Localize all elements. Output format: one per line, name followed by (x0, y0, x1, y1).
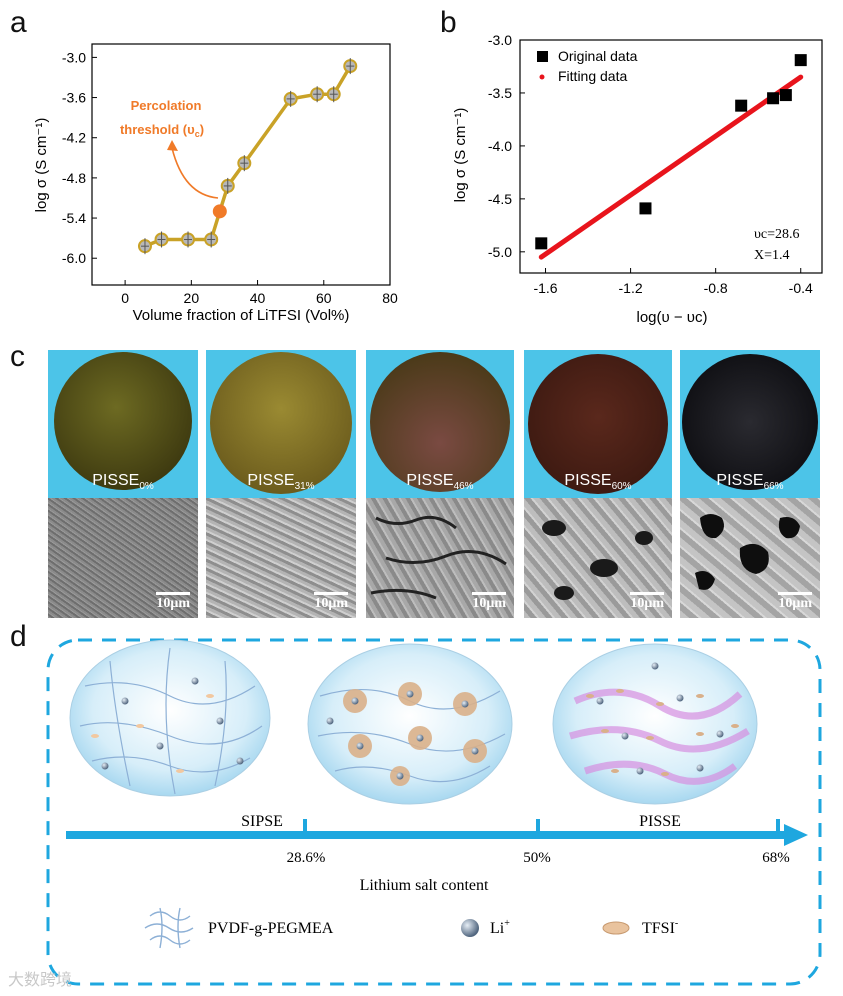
photo-pisse-60: PISSE60% (524, 350, 672, 498)
tick-label-68: 68% (762, 850, 790, 866)
chart-b-data-point (794, 54, 807, 67)
chart-b-ytick-label: -4.5 (488, 191, 512, 207)
chart-b-fit-line (538, 74, 804, 260)
legend-tfsi-label: TFSI- (642, 918, 678, 937)
sem-image-0: 10μm (48, 498, 198, 618)
sem-row: 10μm 10μm 10μm 10μm 10μm (48, 498, 820, 618)
membrane-disc (528, 354, 668, 494)
photo-pisse-66: PISSE66% (680, 350, 820, 498)
sem-image-66: 10μm (680, 498, 820, 618)
legend-original-marker (537, 51, 548, 62)
scale-bar: 10μm (314, 592, 348, 612)
legend-polymer-label: PVDF-g-PEGMEA (208, 920, 334, 937)
li-ion-icon (461, 919, 479, 937)
ellipse-transition (307, 643, 513, 805)
chart-b-data-point (767, 92, 780, 105)
legend-li-label: Li+ (490, 918, 510, 937)
panel-letter-b: b (440, 6, 457, 39)
photo-label: PISSE60% (564, 471, 632, 492)
chart-a-xtick-label: 0 (121, 290, 129, 306)
chart-b-ytick-label: -5.0 (488, 244, 512, 260)
chart-b-ylabel: log σ (S cm⁻¹) (452, 108, 469, 203)
scale-bar: 10μm (156, 592, 190, 612)
legend-fitting-label: Fitting data (558, 68, 627, 84)
photo-label: PISSE66% (716, 471, 784, 492)
tick-68 (776, 819, 780, 833)
chart-a-threshold-point (212, 204, 227, 219)
scale-bar: 10μm (630, 592, 664, 612)
photo-row: PISSE0% PISSE31% PISSE46% PISSE60% PISSE… (48, 350, 820, 498)
sem-image-31: 10μm (206, 498, 356, 618)
photo-label: PISSE46% (406, 471, 474, 492)
photo-pisse-0: PISSE0% (48, 350, 198, 498)
chart-a-ylabel: log σ (S cm⁻¹) (33, 118, 50, 213)
membrane-disc (682, 354, 818, 490)
sem-image-60: 10μm (524, 498, 672, 618)
chart-a-xtick-label: 20 (184, 290, 200, 306)
chart-b-xlabel: log(υ − υc) (636, 309, 707, 326)
chart-a-ytick-label: -3.0 (62, 49, 86, 65)
legend-original-label: Original data (558, 48, 638, 64)
chart-a-ytick-label: -6.0 (62, 250, 86, 266)
chart-a-xlabel: Volume fraction of LiTFSI (Vol%) (133, 307, 350, 324)
scheme-border (46, 638, 822, 986)
chart-b-xtick-label: -0.4 (789, 280, 813, 296)
watermark: 大数跨境 (8, 972, 73, 989)
chart-a-percolation: -3.0 -3.6 -4.2 -4.8 -5.4 -6.0 0 20 40 60 80 Volum… (33, 43, 398, 324)
content-axis (66, 831, 786, 839)
chart-b-xtick-label: -1.2 (619, 280, 643, 296)
chart-a-annotation-1: Percolation (131, 98, 202, 113)
chart-b-data-point (779, 89, 792, 102)
polymer-icon (144, 907, 194, 949)
chart-b-data-point (535, 237, 548, 250)
chart-b-note-vc: υc=28.6 (754, 227, 800, 242)
axis-label-pisse: PISSE (639, 813, 681, 830)
chart-b-ytick-label: -3.5 (488, 85, 512, 101)
scale-bar: 10μm (472, 592, 506, 612)
chart-a-xtick-label: 40 (250, 290, 266, 306)
chart-b-ytick-label: -3.0 (488, 32, 512, 48)
chart-b-fitting: -3.0 -3.5 -4.0 -4.5 -5.0 -1.6 -1.2 -0.8 -0.4 Or… (452, 32, 823, 326)
panel-letter-a: a (10, 6, 27, 39)
axis-title: Lithium salt content (360, 877, 489, 894)
chart-a-ytick-label: -3.6 (62, 90, 86, 106)
photo-pisse-46: PISSE46% (366, 350, 514, 498)
axis-label-sipse: SIPSE (241, 813, 283, 830)
ellipse-pisse (552, 643, 758, 805)
photo-label: PISSE0% (92, 471, 154, 492)
photo-label: PISSE31% (247, 471, 315, 492)
chart-a-annotation-arrow (171, 147, 219, 199)
chart-b-data-point (639, 202, 652, 215)
membrane-disc (54, 352, 192, 490)
chart-a-ytick-label: -4.8 (62, 170, 86, 186)
chart-a-xtick-label: 60 (316, 290, 332, 306)
scale-bar: 10μm (778, 592, 812, 612)
chart-b-note-x: X=1.4 (754, 248, 790, 263)
chart-a-xtick-label: 80 (382, 290, 398, 306)
tick-50 (536, 819, 540, 833)
chart-a-ytick-label: -5.4 (62, 210, 86, 226)
chart-b-ytick-label: -4.0 (488, 138, 512, 154)
chart-a-arrowhead (167, 140, 178, 151)
tfsi-icon (602, 921, 630, 935)
membrane-disc (210, 352, 352, 494)
chart-b-data-point (735, 99, 748, 112)
panel-letter-d: d (10, 620, 27, 653)
sem-image-46: 10μm (366, 498, 514, 618)
legend-fitting-marker (539, 74, 545, 80)
chart-b-xtick-label: -0.8 (704, 280, 728, 296)
tick-label-28-6: 28.6% (287, 850, 326, 866)
tick-28-6 (303, 819, 307, 833)
panel-letter-c: c (10, 340, 25, 373)
content-axis-arrowhead (784, 824, 808, 846)
ellipse-sipse (69, 639, 271, 797)
tick-label-50: 50% (523, 850, 551, 866)
membrane-disc (370, 352, 510, 492)
photo-pisse-31: PISSE31% (206, 350, 356, 498)
chart-a-ytick-label: -4.2 (62, 130, 86, 146)
scheme-d: SIPSE PISSE 28.6% 50% 68% Lithium salt c… (46, 638, 822, 986)
chart-b-xtick-label: -1.6 (533, 280, 557, 296)
chart-a-annotation-2: threshold (υc) (120, 122, 204, 139)
